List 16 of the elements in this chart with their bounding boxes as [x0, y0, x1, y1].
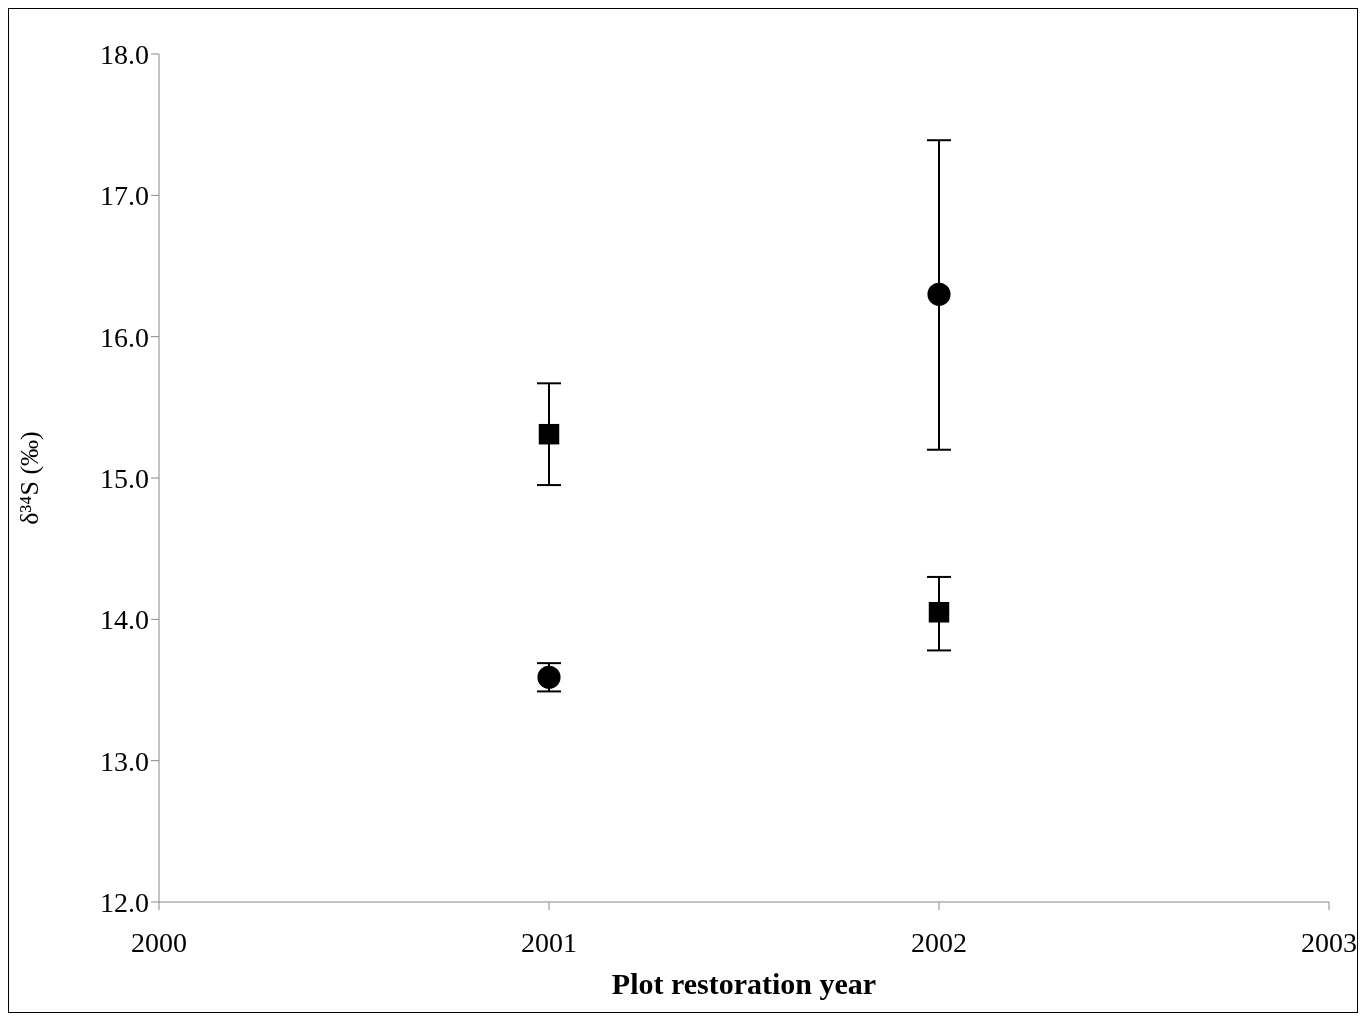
y-tick-label: 16.0: [100, 321, 149, 353]
y-tick-label: 12.0: [100, 886, 149, 918]
point: [927, 282, 951, 306]
x-tick-label: 2001: [521, 926, 577, 958]
point: [538, 423, 560, 445]
y-tick-label: 13.0: [100, 745, 149, 777]
y-tick-label: 17.0: [100, 180, 149, 212]
y-axis-title: δ³⁴S (‰): [15, 431, 45, 525]
x-tick-label: 2002: [911, 926, 967, 958]
y-tick-label: 15.0: [100, 462, 149, 494]
x-tick-label: 2000: [131, 926, 187, 958]
x-tick-label: 2003: [1301, 926, 1357, 958]
y-tick-label: 18.0: [100, 38, 149, 70]
x-axis-title: Plot restoration year: [611, 967, 877, 1000]
y-tick-label: 14.0: [100, 604, 149, 636]
point: [928, 602, 950, 623]
